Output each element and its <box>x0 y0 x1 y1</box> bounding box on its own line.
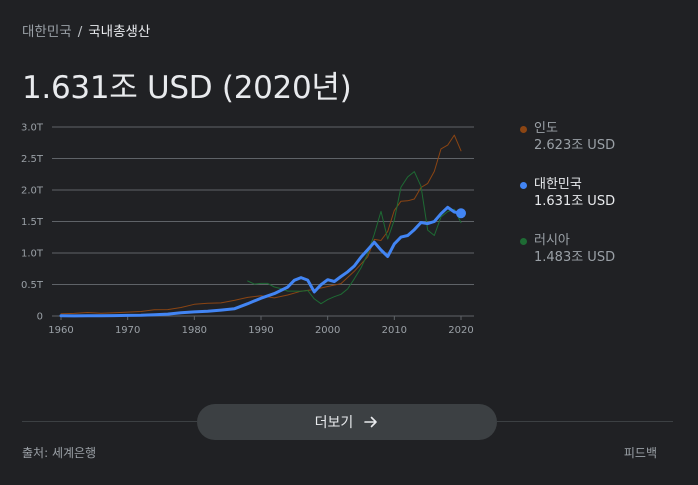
y-tick-label: 0 <box>37 312 43 323</box>
breadcrumb-country[interactable]: 대한민국 <box>22 24 72 40</box>
more-button[interactable]: 더보기 <box>197 404 497 440</box>
y-tick-label: 1.5T <box>21 217 44 228</box>
series-line-대한민국 <box>59 205 463 318</box>
legend-item-korea[interactable]: 대한민국 1.631조 USD <box>520 176 680 210</box>
feedback-link[interactable]: 피드백 <box>623 446 657 460</box>
legend-name: 러시아 <box>534 233 570 248</box>
legend-value: 1.483조 USD <box>534 250 616 265</box>
y-tick-label: 2.0T <box>21 186 44 197</box>
arrow-right-icon <box>364 416 378 428</box>
more-button-label: 더보기 <box>314 415 354 431</box>
x-tick-label: 1980 <box>182 325 207 335</box>
x-tick-label: 2020 <box>448 325 473 335</box>
legend-value: 2.623조 USD <box>534 138 616 153</box>
breadcrumb: 대한민국 / 국내총생산 <box>22 20 150 40</box>
legend-name: 대한민국 <box>534 177 582 192</box>
legend-name: 인도 <box>534 121 558 136</box>
y-tick-label: 3.0T <box>21 123 44 134</box>
legend-item-russia[interactable]: 러시아 1.483조 USD <box>520 232 680 266</box>
gdp-line-chart: 0 0.5T 1.0T 1.5T 2.0T 2.5T 3.0T 1960 1970 1980 199… <box>21 123 474 335</box>
legend-dot-india <box>520 126 527 133</box>
legend-item-india[interactable]: 인도 2.623조 USD <box>520 120 680 154</box>
legend-value: 1.631조 USD <box>534 194 616 209</box>
y-tick-label: 0.5T <box>21 280 44 291</box>
x-tick-label: 1970 <box>115 325 140 335</box>
divider-right <box>497 421 673 422</box>
x-tick-label: 1990 <box>248 325 273 335</box>
chart-legend: 인도 2.623조 USD 대한민국 1.631조 USD 러시아 1.483조… <box>520 120 680 288</box>
legend-dot-korea <box>520 182 527 189</box>
x-tick-label: 2000 <box>315 325 340 335</box>
series-line-러시아 <box>247 171 462 305</box>
gdp-headline: 1.631조 USD (2020년) <box>22 70 352 106</box>
divider-left <box>22 421 197 422</box>
x-tick-label: 1960 <box>48 325 73 335</box>
series-end-point <box>456 208 466 219</box>
source-note: 출처: 세계은행 <box>22 446 97 460</box>
breadcrumb-separator: / <box>77 24 83 40</box>
x-tick-label: 2010 <box>382 325 407 335</box>
y-tick-label: 1.0T <box>21 249 44 260</box>
breadcrumb-current: 국내총생산 <box>88 24 151 40</box>
series-line-인도 <box>60 134 462 315</box>
legend-dot-russia <box>520 238 527 245</box>
y-tick-label: 2.5T <box>21 154 44 165</box>
